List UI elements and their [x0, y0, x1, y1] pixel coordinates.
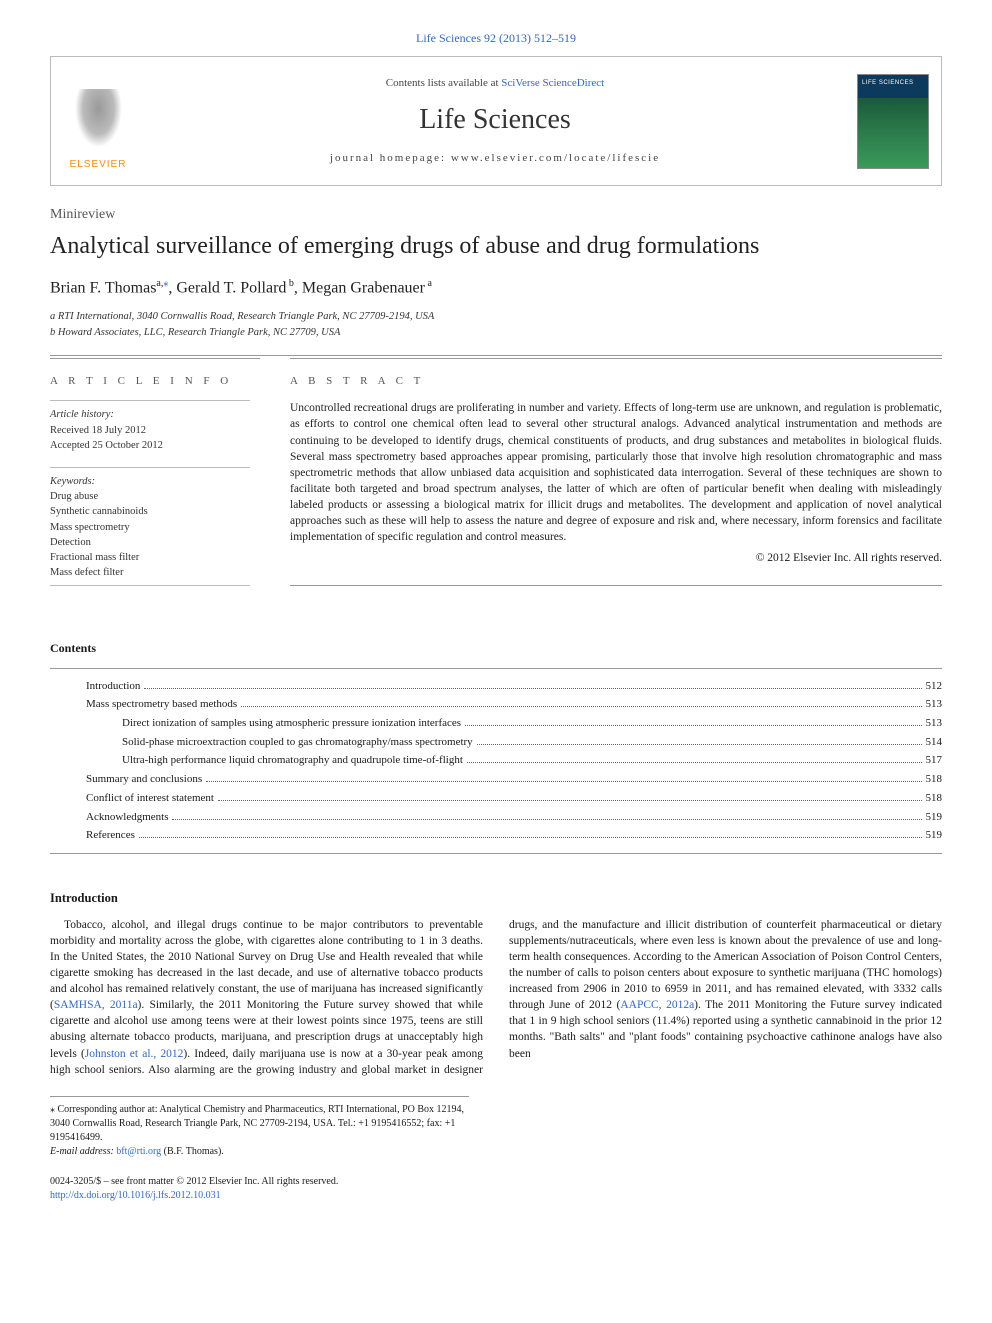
article-type: Minireview — [50, 206, 942, 225]
body-text-columns: Tobacco, alcohol, and illegal drugs cont… — [50, 917, 942, 1078]
toc-leader-dots — [206, 781, 921, 782]
keyword: Mass defect filter — [50, 565, 250, 580]
toc-title: Ultra-high performance liquid chromatogr… — [122, 751, 463, 770]
footer-meta: 0024-3205/$ – see front matter © 2012 El… — [50, 1175, 942, 1203]
toc-leader-dots — [241, 706, 921, 707]
toc-page-number: 519 — [926, 826, 943, 845]
article-info-column: a r t i c l e i n f o Article history: R… — [50, 355, 260, 600]
elsevier-wordmark: ELSEVIER — [70, 158, 127, 172]
author-1: Brian F. Thomas — [50, 279, 156, 296]
toc-row[interactable]: Summary and conclusions 518 — [50, 770, 942, 789]
header-center: Contents lists available at SciVerse Sci… — [133, 76, 857, 165]
toc-page-number: 514 — [926, 733, 943, 752]
article-history-block: Article history: Received 18 July 2012 A… — [50, 400, 250, 453]
author-2-affil: b — [286, 278, 294, 289]
toc-row[interactable]: Ultra-high performance liquid chromatogr… — [50, 751, 942, 770]
toc-page-number: 517 — [926, 751, 943, 770]
abstract-text: Uncontrolled recreational drugs are prol… — [290, 400, 942, 545]
journal-header-band: ELSEVIER Contents lists available at Sci… — [50, 56, 942, 186]
journal-homepage-line: journal homepage: www.elsevier.com/locat… — [133, 151, 857, 166]
toc-page-number: 518 — [926, 770, 943, 789]
contents-lists-line: Contents lists available at SciVerse Sci… — [133, 76, 857, 91]
body-run: Tobacco, alcohol, and illegal drugs cont… — [50, 919, 483, 1011]
homepage-url: www.elsevier.com/locate/lifescie — [451, 152, 660, 164]
journal-name: Life Sciences — [133, 101, 857, 139]
body-paragraph: Tobacco, alcohol, and illegal drugs cont… — [50, 917, 942, 1078]
footnotes: ⁎ Corresponding author at: Analytical Ch… — [50, 1096, 469, 1159]
keyword: Synthetic cannabinoids — [50, 504, 250, 519]
toc-title: Acknowledgments — [86, 808, 168, 827]
citation-link[interactable]: AAPCC, 2012a — [620, 999, 694, 1011]
front-matter-line: 0024-3205/$ – see front matter © 2012 El… — [50, 1175, 942, 1189]
table-of-contents: Introduction 512Mass spectrometry based … — [50, 668, 942, 854]
toc-row[interactable]: Direct ionization of samples using atmos… — [50, 714, 942, 733]
author-2: , Gerald T. Pollard — [168, 279, 286, 296]
email-line: E-mail address: bft@rti.org (B.F. Thomas… — [50, 1145, 469, 1159]
toc-row[interactable]: Solid-phase microextraction coupled to g… — [50, 733, 942, 752]
toc-row[interactable]: Introduction 512 — [50, 677, 942, 696]
toc-title: References — [86, 826, 135, 845]
citation-link[interactable]: Johnston et al., 2012 — [85, 1048, 184, 1060]
toc-leader-dots — [139, 837, 922, 838]
toc-title: Conflict of interest statement — [86, 789, 214, 808]
toc-leader-dots — [477, 744, 922, 745]
running-head-link[interactable]: Life Sciences 92 (2013) 512–519 — [416, 31, 576, 45]
toc-page-number: 518 — [926, 789, 943, 808]
abstract-column: a b s t r a c t Uncontrolled recreationa… — [290, 355, 942, 600]
toc-leader-dots — [467, 762, 922, 763]
toc-page-number: 512 — [926, 677, 943, 696]
doi-link[interactable]: http://dx.doi.org/10.1016/j.lfs.2012.10.… — [50, 1190, 221, 1201]
section-heading-introduction: Introduction — [50, 890, 942, 907]
keywords-heading: Keywords: — [50, 474, 250, 489]
affiliation-a: a RTI International, 3040 Cornwallis Roa… — [50, 309, 942, 325]
article-title: Analytical surveillance of emerging drug… — [50, 231, 942, 261]
toc-leader-dots — [144, 688, 921, 689]
sciencedirect-link[interactable]: SciVerse ScienceDirect — [501, 77, 604, 89]
affiliation-b: b Howard Associates, LLC, Research Trian… — [50, 325, 942, 341]
toc-row[interactable]: Conflict of interest statement 518 — [50, 789, 942, 808]
keyword: Drug abuse — [50, 489, 250, 504]
elsevier-tree-icon — [71, 89, 126, 154]
keywords-block: Keywords: Drug abuse Synthetic cannabino… — [50, 467, 250, 586]
running-head: Life Sciences 92 (2013) 512–519 — [50, 30, 942, 46]
received-date: Received 18 July 2012 — [50, 423, 250, 438]
toc-row[interactable]: References 519 — [50, 826, 942, 845]
keyword: Detection — [50, 535, 250, 550]
toc-row[interactable]: Mass spectrometry based methods 513 — [50, 695, 942, 714]
toc-title: Solid-phase microextraction coupled to g… — [122, 733, 473, 752]
author-3: , Megan Grabenauer — [294, 279, 425, 296]
toc-page-number: 513 — [926, 695, 943, 714]
homepage-prefix: journal homepage: — [330, 152, 451, 164]
toc-title: Direct ionization of samples using atmos… — [122, 714, 461, 733]
keyword: Fractional mass filter — [50, 550, 250, 565]
affiliations: a RTI International, 3040 Cornwallis Roa… — [50, 309, 942, 341]
email-link[interactable]: bft@rti.org — [116, 1146, 161, 1157]
toc-title: Mass spectrometry based methods — [86, 695, 237, 714]
author-3-affil: a — [425, 278, 432, 289]
toc-leader-dots — [218, 800, 922, 801]
contents-prefix: Contents lists available at — [386, 77, 501, 89]
abstract-copyright: © 2012 Elsevier Inc. All rights reserved… — [290, 551, 942, 567]
accepted-date: Accepted 25 October 2012 — [50, 438, 250, 453]
toc-page-number: 519 — [926, 808, 943, 827]
toc-title: Introduction — [86, 677, 140, 696]
email-tail: (B.F. Thomas). — [161, 1146, 224, 1157]
toc-page-number: 513 — [926, 714, 943, 733]
corresponding-author-footnote: ⁎ Corresponding author at: Analytical Ch… — [50, 1103, 469, 1145]
article-history-heading: Article history: — [50, 407, 250, 422]
toc-leader-dots — [465, 725, 921, 726]
abstract-label: a b s t r a c t — [290, 374, 942, 389]
elsevier-logo: ELSEVIER — [63, 71, 133, 171]
keyword: Mass spectrometry — [50, 520, 250, 535]
toc-title: Summary and conclusions — [86, 770, 202, 789]
email-label: E-mail address: — [50, 1146, 116, 1157]
contents-heading: Contents — [50, 640, 942, 656]
author-list: Brian F. Thomasa,⁎, Gerald T. Pollard b,… — [50, 277, 942, 299]
journal-cover-thumbnail — [857, 74, 929, 169]
citation-link[interactable]: SAMHSA, 2011a — [54, 999, 138, 1011]
info-abstract-row: a r t i c l e i n f o Article history: R… — [50, 355, 942, 600]
toc-row[interactable]: Acknowledgments 519 — [50, 808, 942, 827]
article-info-label: a r t i c l e i n f o — [50, 374, 250, 389]
toc-leader-dots — [172, 819, 921, 820]
